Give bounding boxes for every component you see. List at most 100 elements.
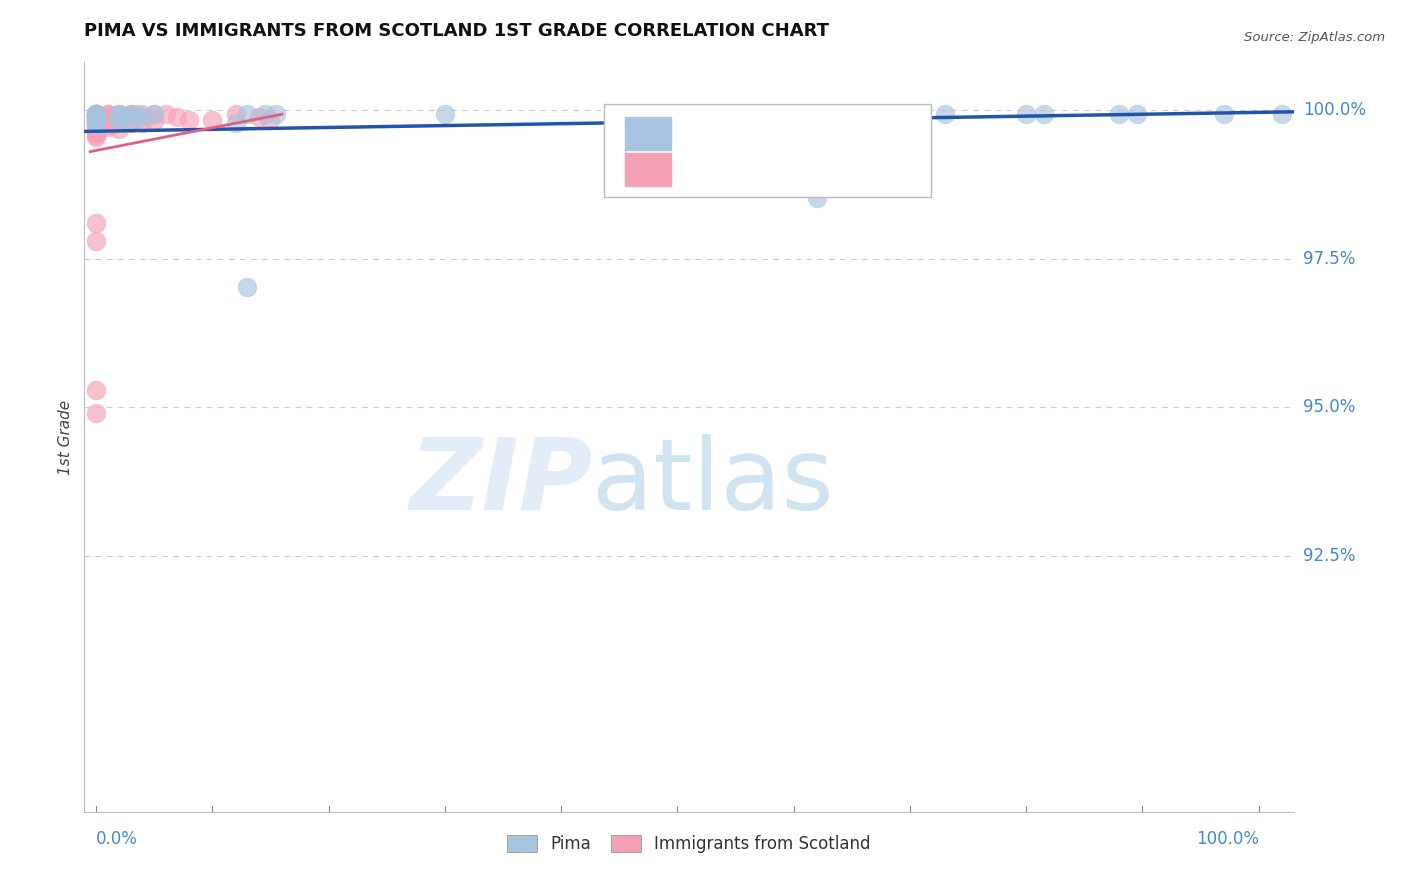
Point xyxy=(131,107,153,121)
Point xyxy=(236,107,259,121)
Point xyxy=(108,112,131,127)
FancyBboxPatch shape xyxy=(605,103,931,197)
Point xyxy=(748,107,770,121)
Point xyxy=(143,107,166,121)
Point xyxy=(863,107,886,121)
Point xyxy=(225,116,247,130)
Point xyxy=(108,110,131,124)
Point xyxy=(225,107,247,121)
Point xyxy=(84,114,107,128)
Point xyxy=(84,126,107,140)
Point xyxy=(97,120,120,135)
Text: R = 0.282: R = 0.282 xyxy=(683,161,778,178)
Point xyxy=(131,116,153,130)
Point xyxy=(84,112,107,127)
Point xyxy=(84,107,107,121)
Text: 92.5%: 92.5% xyxy=(1303,547,1355,565)
Point xyxy=(841,107,863,121)
Point xyxy=(120,114,142,128)
Point xyxy=(84,114,107,128)
Point xyxy=(84,110,107,124)
Point xyxy=(177,112,200,127)
Point xyxy=(84,122,107,136)
Bar xyxy=(624,117,671,150)
Point xyxy=(84,110,107,124)
Point xyxy=(84,107,107,121)
Point xyxy=(143,107,166,121)
Point xyxy=(97,112,120,127)
Point xyxy=(1015,107,1038,121)
Point xyxy=(84,112,107,127)
Point xyxy=(84,108,107,122)
Point xyxy=(84,107,107,121)
Point xyxy=(782,107,804,121)
Point xyxy=(84,108,107,122)
Point xyxy=(108,112,131,127)
Point xyxy=(84,116,107,130)
Text: atlas: atlas xyxy=(592,434,834,531)
Point xyxy=(247,110,270,124)
Bar xyxy=(624,153,671,186)
Point xyxy=(125,107,148,121)
Text: 100.0%: 100.0% xyxy=(1303,101,1365,119)
Text: N = 64: N = 64 xyxy=(823,161,887,178)
Point xyxy=(84,116,107,130)
Point xyxy=(84,118,107,132)
Point xyxy=(84,129,107,144)
Text: 100.0%: 100.0% xyxy=(1195,830,1258,848)
Point xyxy=(934,107,956,121)
Point xyxy=(155,107,177,121)
Point xyxy=(1271,107,1294,121)
Point xyxy=(852,107,875,121)
Point xyxy=(108,122,131,136)
Point xyxy=(84,110,107,124)
Point xyxy=(84,107,107,121)
Point xyxy=(264,107,287,121)
Point xyxy=(259,112,281,127)
Point xyxy=(765,107,787,121)
Point xyxy=(806,191,828,205)
Text: 97.5%: 97.5% xyxy=(1303,250,1355,268)
Point xyxy=(108,107,131,121)
Point xyxy=(84,107,107,121)
Point xyxy=(84,234,107,248)
Point xyxy=(236,280,259,294)
Point xyxy=(1125,107,1147,121)
Point xyxy=(97,110,120,124)
Point xyxy=(84,112,107,127)
Text: ZIP: ZIP xyxy=(409,434,592,531)
Text: R = 0.575: R = 0.575 xyxy=(683,125,778,143)
Point xyxy=(1032,107,1054,121)
Point xyxy=(84,107,107,121)
Y-axis label: 1st Grade: 1st Grade xyxy=(58,400,73,475)
Point xyxy=(84,114,107,128)
Point xyxy=(97,107,120,121)
Point xyxy=(84,110,107,124)
Point xyxy=(84,118,107,132)
Point xyxy=(84,128,107,142)
Point xyxy=(143,114,166,128)
Point xyxy=(84,116,107,130)
Point xyxy=(84,118,107,132)
Point xyxy=(120,107,142,121)
Text: Source: ZipAtlas.com: Source: ZipAtlas.com xyxy=(1244,31,1385,45)
Point xyxy=(120,107,142,121)
Point xyxy=(84,124,107,138)
Point xyxy=(84,110,107,124)
Point xyxy=(108,110,131,124)
Point xyxy=(1212,107,1234,121)
Point xyxy=(84,110,107,124)
Point xyxy=(131,110,153,124)
Text: N = 34: N = 34 xyxy=(823,125,887,143)
Text: 0.0%: 0.0% xyxy=(96,830,138,848)
Point xyxy=(97,110,120,124)
Point xyxy=(120,110,142,124)
Point xyxy=(108,107,131,121)
Point xyxy=(84,406,107,420)
Point xyxy=(84,107,107,121)
Text: PIMA VS IMMIGRANTS FROM SCOTLAND 1ST GRADE CORRELATION CHART: PIMA VS IMMIGRANTS FROM SCOTLAND 1ST GRA… xyxy=(84,22,830,40)
Point xyxy=(84,120,107,135)
Point xyxy=(108,107,131,121)
Point xyxy=(97,112,120,127)
Point xyxy=(84,107,107,121)
